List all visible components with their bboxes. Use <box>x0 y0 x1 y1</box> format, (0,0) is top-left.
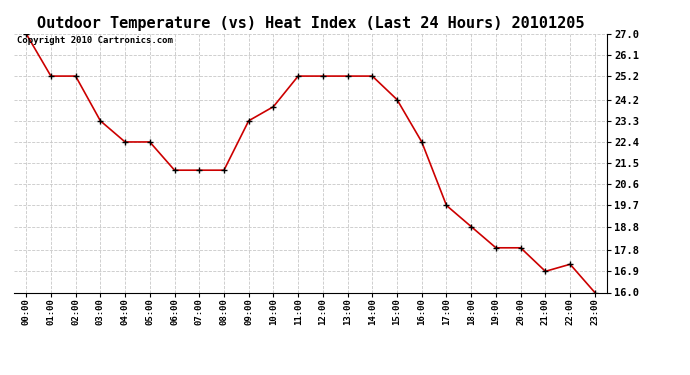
Text: Copyright 2010 Cartronics.com: Copyright 2010 Cartronics.com <box>17 36 172 45</box>
Title: Outdoor Temperature (vs) Heat Index (Last 24 Hours) 20101205: Outdoor Temperature (vs) Heat Index (Las… <box>37 16 584 31</box>
